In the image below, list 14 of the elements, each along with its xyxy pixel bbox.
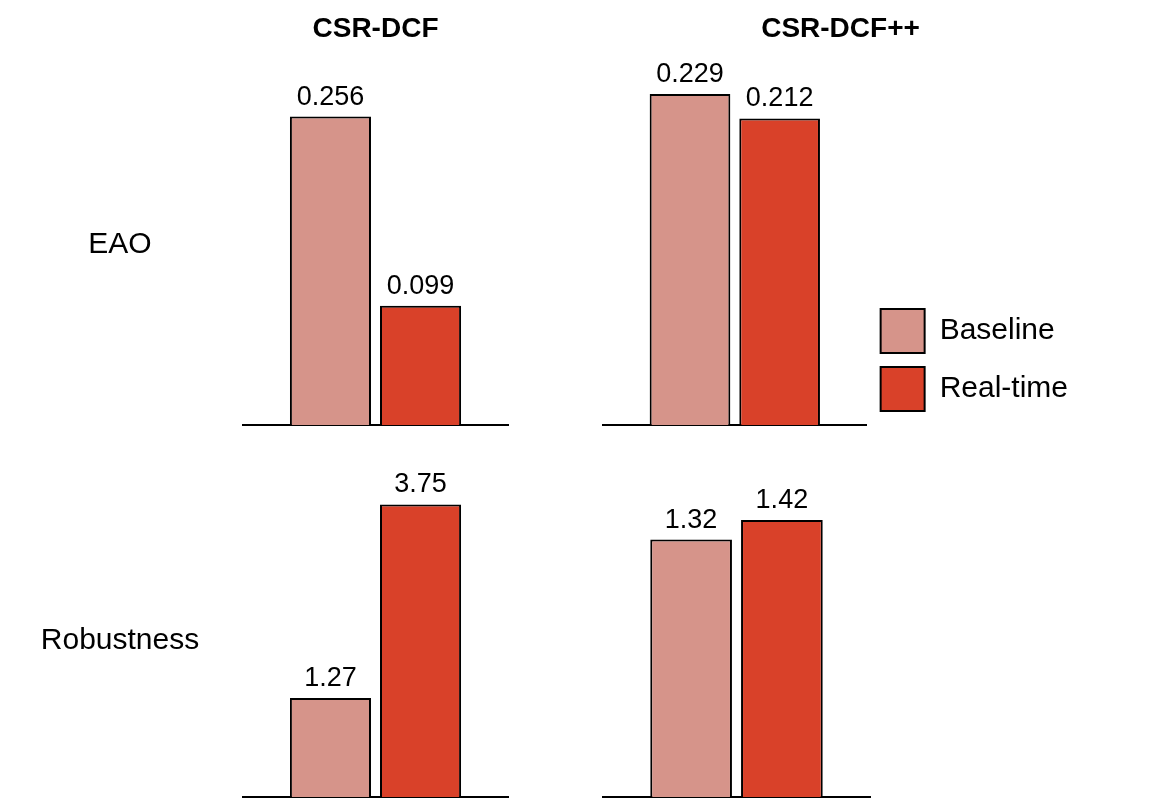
chart-title: CSR-DCF <box>312 11 439 43</box>
data-label: 3.75 <box>394 468 447 499</box>
data-label: 0.099 <box>386 269 455 300</box>
data-label: 0.229 <box>656 57 724 88</box>
legend-label: Baseline <box>939 312 1055 346</box>
y-axis-title: Robustness <box>40 622 200 656</box>
data-label: 1.32 <box>664 503 718 534</box>
chart-title: CSR-DCF++ <box>761 11 920 43</box>
data-label: 0.256 <box>296 80 365 111</box>
data-label: 1.42 <box>755 484 809 515</box>
legend-label: Real-time <box>939 370 1069 404</box>
data-label: 1.27 <box>304 661 357 692</box>
y-axis-title: EAO <box>88 225 152 259</box>
data-label: 0.212 <box>745 82 814 113</box>
